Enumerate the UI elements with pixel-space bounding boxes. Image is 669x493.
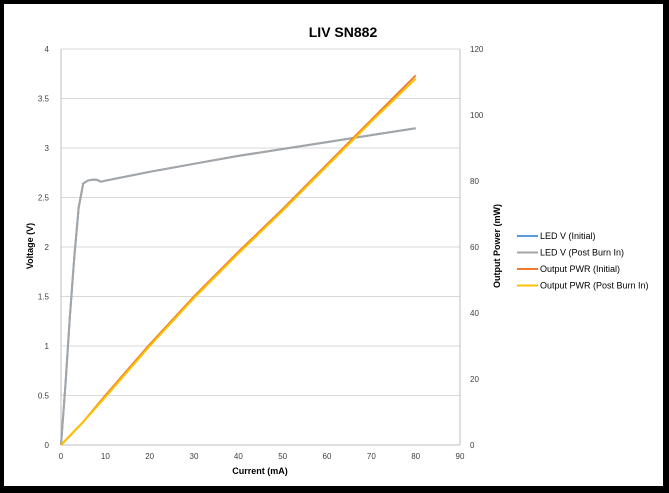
x-tick-label-8: 80 xyxy=(411,452,420,461)
legend-label-3: Output PWR (Post Burn In) xyxy=(540,281,649,291)
y2-axis-title: Output Power (mW) xyxy=(492,204,502,288)
y2-tick-label-1: 20 xyxy=(470,375,479,384)
series-lines xyxy=(60,74,417,446)
series-line-0 xyxy=(60,127,416,446)
series-line-3 xyxy=(60,77,417,446)
y2-tick-label-6: 120 xyxy=(470,45,484,54)
legend-label-0: LED V (Initial) xyxy=(540,231,596,241)
legend-label-2: Output PWR (Initial) xyxy=(540,264,620,274)
chart-panel xyxy=(4,4,663,486)
x-tick-label-7: 70 xyxy=(367,452,376,461)
x-tick-label-5: 50 xyxy=(278,452,287,461)
y-tick-label-8: 4 xyxy=(45,45,50,54)
gridlines xyxy=(61,48,460,396)
y-tick-label-2: 1 xyxy=(45,342,50,351)
y2-tick-label-4: 80 xyxy=(470,177,479,186)
legend-label-1: LED V (Post Burn In) xyxy=(540,248,624,258)
series-line-1 xyxy=(60,127,416,446)
chart-title: LIV SN882 xyxy=(309,24,378,40)
y-tick-label-0: 0 xyxy=(45,441,50,450)
y2-tick-label-2: 40 xyxy=(470,309,479,318)
x-tick-label-2: 20 xyxy=(145,452,154,461)
y-axis-title: Voltage (V) xyxy=(25,223,35,269)
x-tick-labels: 0 10 20 30 40 50 60 70 80 90 xyxy=(59,452,465,461)
y-tick-label-3: 1.5 xyxy=(38,293,50,302)
y2-tick-label-0: 0 xyxy=(470,441,475,450)
x-axis-title: Current (mA) xyxy=(232,466,288,476)
x-tick-label-1: 10 xyxy=(101,452,110,461)
y-tick-label-6: 3 xyxy=(45,144,50,153)
x-tick-label-3: 30 xyxy=(190,452,199,461)
y2-tick-labels: 0 20 40 60 80 100 120 xyxy=(470,45,484,450)
x-tick-label-0: 0 xyxy=(59,452,64,461)
y-tick-label-5: 2.5 xyxy=(38,194,50,203)
y2-tick-label-3: 60 xyxy=(470,243,479,252)
y-tick-label-1: 0.5 xyxy=(38,392,50,401)
x-tick-label-4: 40 xyxy=(234,452,243,461)
x-tick-label-9: 90 xyxy=(456,452,465,461)
x-tick-label-6: 60 xyxy=(323,452,332,461)
y-tick-label-4: 2 xyxy=(45,243,50,252)
y-tick-label-7: 3.5 xyxy=(38,95,50,104)
axes xyxy=(60,49,461,446)
y-tick-labels: 0 0.5 1 1.5 2 2.5 3 3.5 4 xyxy=(38,45,50,450)
legend: LED V (Initial) LED V (Post Burn In) Outpu… xyxy=(517,231,649,291)
y2-tick-label-5: 100 xyxy=(470,111,484,120)
